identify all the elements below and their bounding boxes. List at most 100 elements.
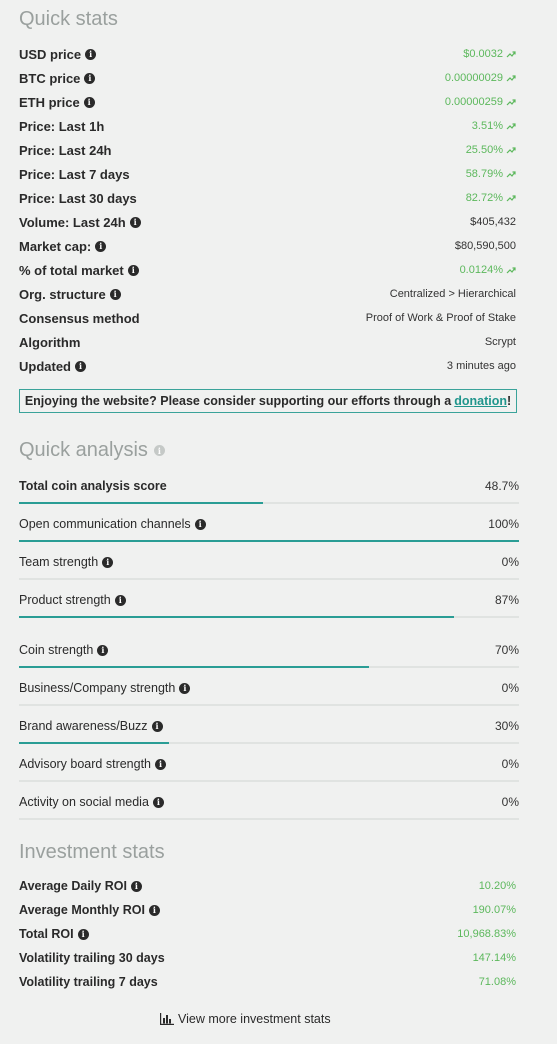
info-icon[interactable]: i xyxy=(194,518,206,530)
stat-label-text: Price: Last 24h xyxy=(19,142,112,158)
stat-label: USD price i xyxy=(19,47,97,62)
analysis-value: 87% xyxy=(494,593,519,607)
stat-label: ETH price i xyxy=(19,95,95,110)
investment-row: Total ROI i 10,968.83% xyxy=(19,922,516,946)
stat-row: Price: Last 30 days 82.72% xyxy=(19,186,516,210)
info-icon[interactable]: i xyxy=(95,240,107,252)
stat-value-text: Proof of Work & Proof of Stake xyxy=(365,312,516,324)
stat-value: $80,590,500 xyxy=(455,240,516,252)
info-icon[interactable]: i xyxy=(75,360,86,372)
view-more-label: View more investment stats xyxy=(178,1012,331,1026)
info-icon[interactable]: i xyxy=(152,796,164,808)
analysis-row: Team strength i 0% xyxy=(19,548,519,586)
stat-label-text: Market cap: xyxy=(19,238,92,254)
progress-fill xyxy=(19,666,369,668)
stat-row: Price: Last 1h 3.51% xyxy=(19,114,516,138)
stat-label: Consensus method xyxy=(19,311,140,326)
analysis-row: Business/Company strength i 0% xyxy=(19,674,519,712)
info-icon[interactable]: i xyxy=(109,288,121,300)
investment-value: 190.07% xyxy=(472,904,516,916)
info-icon[interactable]: i xyxy=(102,556,114,568)
analysis-label: Team strength i xyxy=(19,555,114,569)
analysis-value: 0% xyxy=(501,681,519,695)
info-icon[interactable]: i xyxy=(130,880,142,892)
stat-row: ETH price i 0.00000259 xyxy=(19,90,516,114)
stat-value-text: $0.0032 xyxy=(463,48,503,60)
trend-up-icon xyxy=(506,51,516,58)
analysis-label: Coin strength i xyxy=(19,643,109,657)
investment-label: Volatility trailing 30 days xyxy=(19,951,165,965)
analysis-row: Open communication channels i 100% xyxy=(19,510,519,548)
info-icon[interactable]: i xyxy=(148,904,160,916)
analysis-label: Brand awareness/Buzz i xyxy=(19,719,163,733)
stat-label-text: ETH price xyxy=(19,94,80,110)
investment-row: Average Daily ROI i 10.20% xyxy=(19,874,516,898)
analysis-row: Advisory board strength i 0% xyxy=(19,750,519,788)
investment-stats-title: Investment stats xyxy=(19,841,165,863)
analysis-label: Total coin analysis score xyxy=(19,479,167,493)
stat-value: 0.00000029 xyxy=(445,72,516,84)
donation-banner: Enjoying the website? Please consider su… xyxy=(19,389,517,413)
analysis-value: 48.7% xyxy=(484,479,519,493)
analysis-row: Activity on social media i 0% xyxy=(19,788,519,826)
info-icon[interactable]: i xyxy=(179,682,191,694)
info-icon[interactable]: i xyxy=(77,928,89,940)
banner-text: Enjoying the website? Please consider su… xyxy=(24,394,452,408)
stat-label-text: Price: Last 1h xyxy=(19,118,105,134)
stat-value: 82.72% xyxy=(466,192,516,204)
stat-value-text: 0.00000259 xyxy=(444,96,503,108)
stat-value-text: 3.51% xyxy=(471,120,503,132)
info-icon[interactable]: i xyxy=(153,445,165,456)
progress-track xyxy=(19,780,519,782)
analysis-row: Total coin analysis score 48.7% xyxy=(19,472,519,510)
donation-link[interactable]: donation xyxy=(454,394,508,408)
stat-label: Volume: Last 24h i xyxy=(19,215,141,230)
stat-value-text: 82.72% xyxy=(465,192,503,204)
investment-row: Average Monthly ROI i 190.07% xyxy=(19,898,516,922)
stat-label: Price: Last 1h xyxy=(19,119,104,134)
stat-value-text: $405,432 xyxy=(470,216,516,228)
info-icon[interactable]: i xyxy=(155,758,167,770)
stat-value-text: 3 minutes ago xyxy=(446,360,516,372)
analysis-row: Product strength i 87% xyxy=(19,586,519,624)
info-icon[interactable]: i xyxy=(84,72,96,84)
stat-value-text: 0.00000029 xyxy=(444,72,503,84)
stat-label-text: Volume: Last 24h xyxy=(19,214,126,230)
analysis-value: 30% xyxy=(494,719,519,733)
stat-label: Price: Last 24h xyxy=(19,143,112,158)
stat-label: Algorithm xyxy=(19,335,80,350)
info-icon[interactable]: i xyxy=(151,720,163,732)
info-icon[interactable]: i xyxy=(129,216,141,228)
stat-value: 3.51% xyxy=(472,120,516,132)
banner-suffix: ! xyxy=(507,394,512,408)
progress-track xyxy=(19,502,519,504)
investment-value: 10,968.83% xyxy=(457,928,516,940)
analysis-label: Open communication channels i xyxy=(19,517,206,531)
stat-label: BTC price i xyxy=(19,71,96,86)
view-more-investment-stats-link[interactable]: View more investment stats xyxy=(160,1012,331,1026)
stat-value: 0.00000259 xyxy=(445,96,516,108)
stat-row: BTC price i 0.00000029 xyxy=(19,66,516,90)
stat-label: % of total market i xyxy=(19,263,139,278)
analysis-label-text: Team strength xyxy=(19,555,99,569)
info-icon[interactable]: i xyxy=(83,96,95,108)
info-icon[interactable]: i xyxy=(97,644,109,656)
stat-value: 25.50% xyxy=(466,144,516,156)
trend-up-icon xyxy=(506,75,516,82)
analysis-label: Product strength i xyxy=(19,593,126,607)
stat-label: Updated i xyxy=(19,359,86,374)
stat-value: $405,432 xyxy=(470,216,516,228)
analysis-label: Activity on social media i xyxy=(19,795,164,809)
investment-value: 10.20% xyxy=(478,880,516,892)
stat-value: 3 minutes ago xyxy=(447,360,516,372)
info-icon[interactable]: i xyxy=(85,48,97,60)
stat-row: Price: Last 24h 25.50% xyxy=(19,138,516,162)
stat-label-text: Consensus method xyxy=(19,310,140,326)
info-icon[interactable]: i xyxy=(114,594,126,606)
analysis-value: 100% xyxy=(488,517,519,531)
info-icon[interactable]: i xyxy=(127,264,139,276)
analysis-row: Coin strength i 70% xyxy=(19,636,519,674)
investment-label: Average Monthly ROI i xyxy=(19,903,160,917)
investment-label-text: Average Monthly ROI xyxy=(19,903,145,917)
stat-value-text: Centralized > Hierarchical xyxy=(389,288,516,300)
